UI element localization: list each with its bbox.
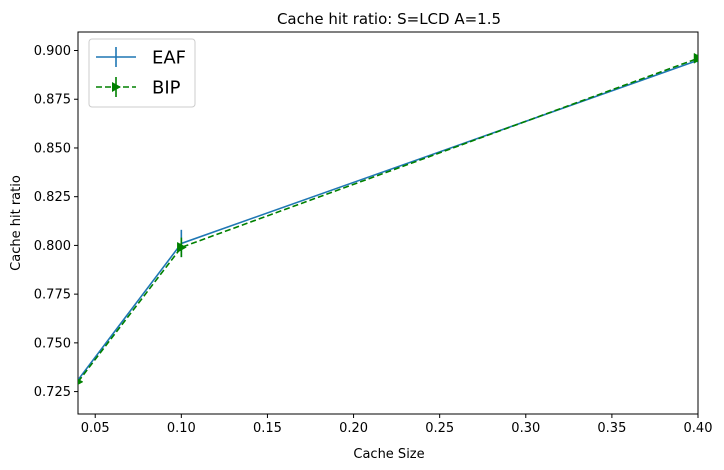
x-axis-label: Cache Size — [353, 447, 424, 462]
series-bip — [78, 52, 698, 385]
y-tick-label: 0.800 — [34, 239, 71, 254]
x-tick-label: 0.20 — [339, 421, 368, 436]
plot-frame — [77, 31, 699, 415]
y-tick-label: 0.825 — [34, 190, 71, 205]
legend-item-bip: BIP — [96, 77, 181, 99]
y-tick-label: 0.875 — [34, 93, 71, 108]
data-point-marker — [177, 241, 187, 253]
data-point-marker — [693, 52, 698, 64]
legend-item-eaf: EAF — [96, 47, 186, 69]
data-point-marker — [78, 378, 84, 385]
x-tick-label: 0.15 — [253, 421, 282, 436]
x-tick-label: 0.05 — [81, 421, 110, 436]
y-tick-label: 0.750 — [34, 336, 71, 351]
legend-label: BIP — [152, 78, 181, 99]
chart-title: Cache hit ratio: S=LCD A=1.5 — [277, 10, 501, 28]
legend: EAF BIP — [88, 38, 196, 108]
legend-marker — [112, 82, 121, 92]
x-tick-label: 0.30 — [511, 421, 540, 436]
y-tick-label: 0.725 — [34, 385, 71, 400]
x-tick-label: 0.25 — [425, 421, 454, 436]
y-axis-label: Cache hit ratio — [9, 175, 24, 271]
x-tick-label: 0.35 — [597, 421, 626, 436]
y-tick-label: 0.775 — [34, 288, 71, 303]
legend-label: EAF — [152, 48, 186, 69]
series-line-bip — [78, 57, 698, 383]
y-tick-label: 0.900 — [34, 44, 71, 59]
y-tick-label: 0.850 — [34, 141, 71, 156]
x-tick-label: 0.40 — [684, 421, 713, 436]
x-tick-label: 0.10 — [167, 421, 196, 436]
series-line-eaf — [78, 59, 698, 381]
